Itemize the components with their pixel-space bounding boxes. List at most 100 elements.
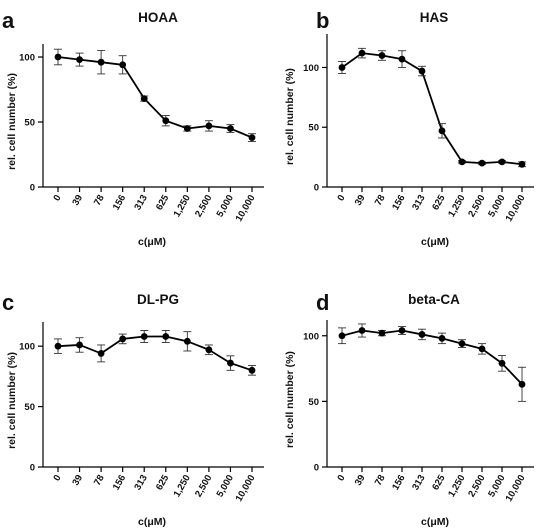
x-tick-label: 10,000 <box>234 473 258 504</box>
x-tick-label: 5,000 <box>215 473 236 499</box>
x-tick-label: 1,250 <box>172 193 193 219</box>
x-tick-label: 156 <box>390 193 407 212</box>
data-point <box>398 55 406 63</box>
data-point <box>498 158 506 166</box>
x-tick-label: 2,500 <box>193 193 214 219</box>
data-point <box>418 67 426 75</box>
data-point <box>338 64 346 71</box>
data-point <box>338 332 346 340</box>
data-point <box>498 359 506 367</box>
data-point <box>97 350 105 357</box>
data-point <box>97 58 105 66</box>
panel-letter: c <box>2 290 14 315</box>
data-point <box>140 333 148 340</box>
x-tick-label: 5,000 <box>215 193 236 219</box>
y-tick-label: 100 <box>303 63 319 74</box>
y-tick-label: 50 <box>24 118 35 129</box>
x-tick-label: 156 <box>390 473 407 492</box>
data-point <box>358 327 366 334</box>
chart-title: beta-CA <box>408 292 460 307</box>
data-point <box>378 52 386 59</box>
y-tick-label: 100 <box>303 331 319 342</box>
y-tick-label: 0 <box>30 183 35 194</box>
x-tick-label: 1,250 <box>446 193 467 219</box>
y-tick-label: 100 <box>19 53 35 64</box>
x-axis-title: c(μM) <box>138 236 166 248</box>
x-tick-label: 78 <box>92 473 107 488</box>
data-point <box>227 125 234 132</box>
data-point <box>378 329 386 337</box>
x-tick-label: 1,250 <box>172 473 193 499</box>
x-tick-label: 0 <box>335 193 347 203</box>
data-point <box>478 345 486 353</box>
data-point <box>162 333 170 340</box>
x-tick-label: 78 <box>373 473 388 488</box>
data-point <box>76 56 83 63</box>
panel-letter: d <box>316 290 329 315</box>
x-tick-label: 10,000 <box>234 193 258 224</box>
x-tick-label: 10,000 <box>504 193 528 224</box>
x-tick-label: 0 <box>51 473 63 483</box>
data-point <box>438 127 446 135</box>
series-line <box>341 329 523 385</box>
chart-title: HAS <box>420 10 449 25</box>
x-tick-label: 10,000 <box>504 473 528 504</box>
data-point <box>458 340 466 348</box>
y-axis-title: rel. cell number (%) <box>284 351 296 448</box>
data-point <box>438 334 446 342</box>
series-line <box>341 52 523 166</box>
chart-panel-c: c DL-PG 0 50 100 0 39 78 156 313 625 1,250 2,500 5,00… <box>2 290 264 528</box>
x-axis-title: c(μM) <box>138 516 166 528</box>
data-point <box>76 341 83 349</box>
data-point <box>478 159 486 167</box>
data-point <box>140 95 148 102</box>
x-tick-label: 313 <box>132 473 149 492</box>
x-tick-label: 39 <box>353 193 368 208</box>
x-tick-label: 625 <box>154 472 172 492</box>
x-axis-title: c(μM) <box>421 516 449 528</box>
x-tick-label: 313 <box>410 473 427 492</box>
x-tick-label: 156 <box>111 193 128 212</box>
chart-title: HOAA <box>138 10 178 25</box>
y-tick-label: 0 <box>314 183 319 194</box>
y-tick-label: 50 <box>24 402 35 413</box>
data-point <box>458 158 466 166</box>
x-tick-label: 39 <box>353 473 368 488</box>
data-point <box>398 327 406 334</box>
data-point <box>248 134 256 142</box>
x-tick-label: 313 <box>132 193 149 212</box>
data-point <box>183 337 191 345</box>
y-tick-label: 50 <box>308 123 319 134</box>
x-tick-label: 625 <box>154 192 172 212</box>
data-point <box>205 346 213 354</box>
x-tick-label: 0 <box>335 473 347 483</box>
x-axis-title: c(μM) <box>421 236 449 248</box>
y-axis-title: rel. cell number (%) <box>284 68 296 165</box>
data-point <box>518 160 526 168</box>
data-point <box>183 125 191 132</box>
y-tick-label: 0 <box>314 463 319 474</box>
data-point <box>227 359 234 367</box>
x-tick-label: 0 <box>51 193 63 203</box>
data-point <box>358 49 366 57</box>
x-tick-label: 78 <box>92 193 107 208</box>
data-point <box>205 122 213 130</box>
panel-letter: a <box>2 8 15 33</box>
series-line <box>57 335 253 372</box>
y-tick-label: 100 <box>19 342 35 353</box>
panel-letter: b <box>316 8 329 33</box>
x-tick-label: 39 <box>70 193 85 208</box>
chart-panel-a: a HOAA 0 50 100 0 39 78 156 313 625 1,250 2,500 5,000… <box>2 8 264 248</box>
y-tick-label: 50 <box>308 397 319 408</box>
x-tick-label: 625 <box>430 472 448 492</box>
x-tick-label: 2,500 <box>193 473 214 499</box>
data-point <box>518 380 526 388</box>
y-axis-title: rel. cell number (%) <box>6 352 18 449</box>
x-tick-label: 39 <box>70 473 85 488</box>
x-tick-label: 78 <box>373 193 388 208</box>
data-point <box>418 331 426 338</box>
series-line <box>57 56 253 139</box>
